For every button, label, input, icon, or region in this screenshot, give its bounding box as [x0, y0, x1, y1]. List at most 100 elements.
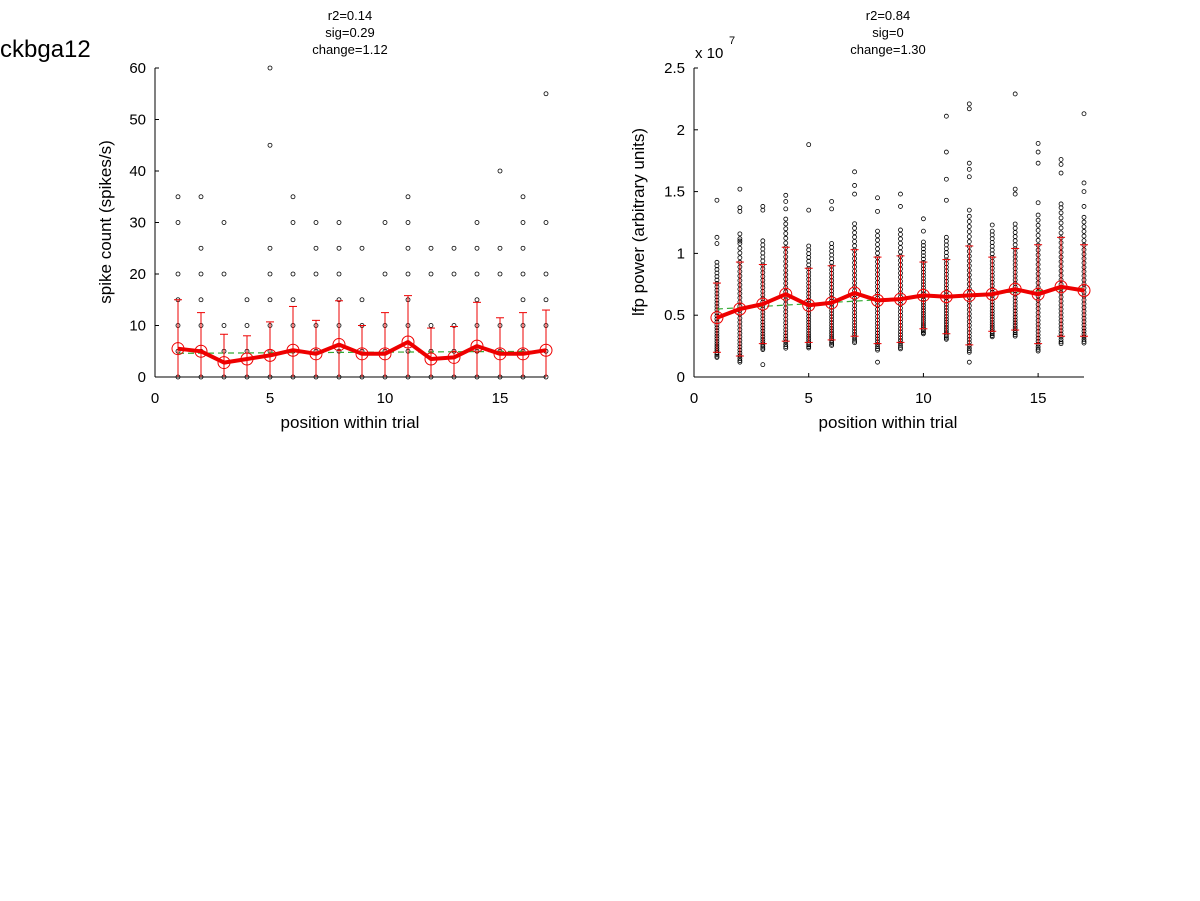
data-point	[714, 263, 720, 269]
data-point	[966, 224, 972, 229]
data-point	[714, 353, 720, 359]
data-point	[474, 271, 480, 277]
data-point	[737, 238, 743, 244]
data-point	[497, 168, 503, 174]
mean-marker	[286, 343, 300, 357]
data-point	[313, 220, 319, 225]
data-point	[543, 220, 549, 225]
data-point	[1035, 232, 1041, 238]
data-point	[714, 277, 720, 283]
data-point	[966, 101, 972, 107]
y-tick-label: 0	[138, 369, 146, 386]
data-point	[290, 271, 296, 277]
data-point	[405, 220, 411, 225]
error-bars	[174, 295, 550, 377]
data-point	[1081, 233, 1087, 239]
data-point	[336, 271, 342, 277]
data-point	[714, 241, 720, 246]
data-point	[267, 271, 273, 277]
data-point	[829, 206, 835, 212]
data-point	[852, 340, 857, 346]
data-point	[943, 234, 949, 240]
data-point	[543, 91, 549, 97]
y-tick-label: 50	[129, 112, 146, 129]
data-point	[829, 241, 835, 246]
data-point	[428, 245, 434, 251]
mean-marker	[893, 292, 907, 306]
data-point	[175, 220, 181, 225]
data-point	[737, 358, 743, 363]
data-point	[198, 271, 204, 277]
data-point	[783, 206, 789, 212]
mean-marker	[447, 350, 461, 364]
data-point	[737, 245, 743, 251]
data-point	[898, 346, 903, 352]
axes	[693, 68, 1084, 378]
data-point	[760, 347, 766, 352]
mean-line	[710, 280, 1091, 325]
data-point	[1012, 225, 1018, 231]
data-point	[1035, 217, 1041, 223]
data-point	[852, 230, 857, 236]
data-point	[1012, 242, 1018, 248]
data-point	[760, 343, 766, 349]
y-tick-label: 10	[129, 318, 146, 335]
data-point	[382, 271, 388, 277]
data-point	[497, 245, 503, 251]
mean-marker	[378, 347, 392, 361]
data-point	[783, 221, 789, 227]
data-point	[1081, 339, 1087, 344]
data-point	[290, 194, 296, 200]
data-point	[175, 271, 181, 277]
data-point	[543, 271, 549, 277]
data-point	[783, 199, 789, 204]
mean-marker	[332, 338, 346, 352]
data-point	[1012, 234, 1018, 239]
data-point	[921, 330, 926, 336]
x-tick-label: 10	[377, 390, 394, 407]
data-point	[1012, 230, 1018, 235]
panel-lfp-power: r2=0.84 sig=0 change=1.30 x 10 7 0 5 10 150…	[629, 8, 1091, 432]
data-point	[966, 160, 972, 166]
data-point	[943, 176, 949, 182]
data-point	[760, 250, 766, 256]
data-point	[898, 227, 903, 233]
mean-marker	[355, 347, 369, 361]
y-multiplier-base: x 10	[695, 45, 723, 62]
data-point	[806, 142, 812, 148]
data-point	[875, 344, 880, 349]
data-point	[267, 65, 273, 71]
data-point	[221, 323, 227, 328]
data-point	[1012, 330, 1018, 336]
data-point	[1058, 210, 1064, 216]
data-point	[783, 341, 789, 347]
data-point	[806, 207, 812, 213]
data-point	[783, 235, 789, 241]
data-point	[1035, 222, 1041, 228]
data-point	[898, 232, 903, 237]
data-point	[198, 297, 204, 303]
data-point	[989, 232, 995, 238]
data-point	[1058, 339, 1064, 345]
data-point	[875, 250, 880, 256]
data-point	[714, 267, 720, 272]
y-tick-label: 40	[129, 163, 146, 180]
data-point	[737, 208, 743, 214]
mean-marker	[756, 297, 770, 311]
y-tick-label: 1.5	[664, 184, 685, 201]
data-point	[943, 197, 949, 203]
mean-line-path	[177, 340, 547, 365]
data-point	[966, 239, 972, 244]
data-point	[783, 231, 789, 236]
data-point	[943, 238, 949, 244]
figure-label: ckbga12	[0, 36, 91, 63]
data-point	[737, 231, 743, 237]
mean-marker	[470, 339, 484, 353]
x-axis-label: position within trial	[819, 413, 958, 432]
data-point	[760, 258, 766, 264]
ticks: 0 5 10 15 0 10 20 30 40 50 60	[129, 60, 508, 407]
data-point	[898, 191, 903, 197]
data-point	[875, 346, 880, 352]
stat-change: change=1.12	[312, 42, 388, 57]
data-point	[852, 243, 857, 249]
